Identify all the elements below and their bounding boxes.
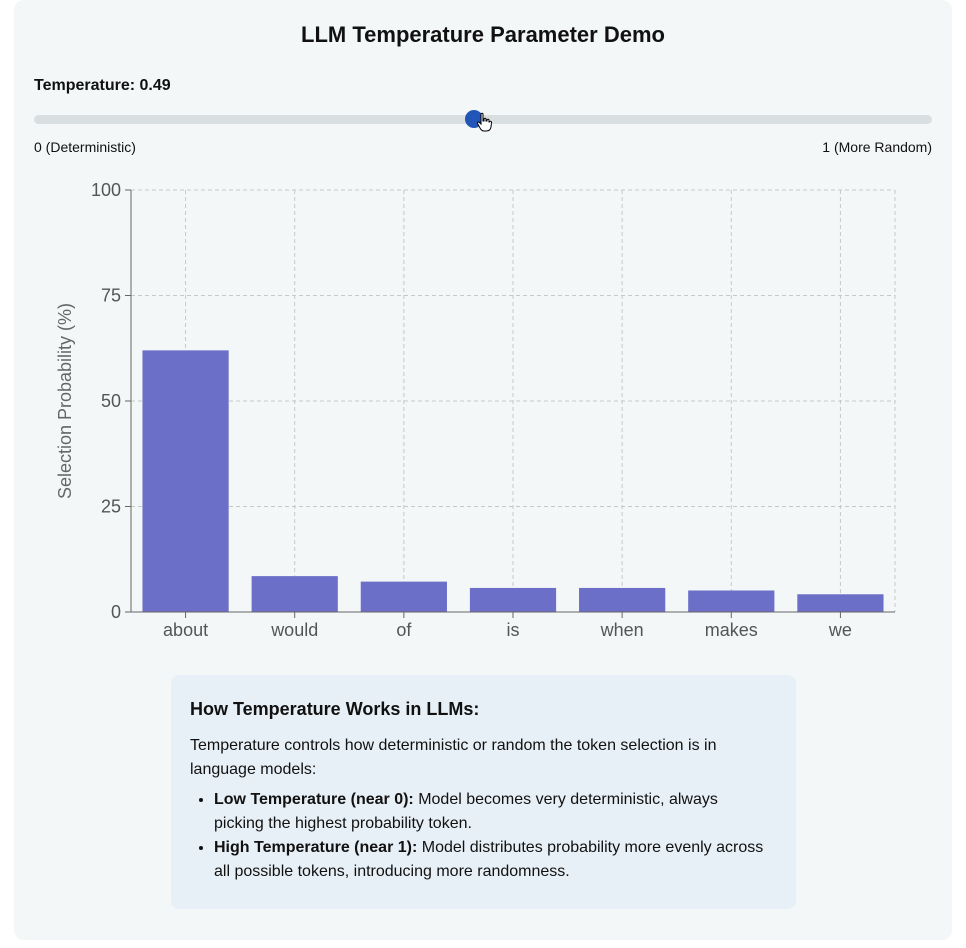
- bar: [688, 590, 775, 612]
- x-tick-label: we: [828, 620, 852, 640]
- slider-min-label: 0 (Deterministic): [34, 139, 136, 155]
- y-tick-label: 0: [111, 602, 121, 622]
- temperature-label: Temperature: 0.49: [34, 77, 171, 94]
- bar: [251, 576, 338, 612]
- y-tick-label: 50: [101, 391, 121, 411]
- slider-max-label: 1 (More Random): [822, 139, 932, 155]
- list-item-text: Model becomes very deterministic, always…: [214, 791, 718, 832]
- x-tick-label: about: [163, 620, 208, 640]
- x-tick-label: makes: [705, 620, 758, 640]
- x-tick-label: of: [396, 620, 412, 640]
- info-title: How Temperature Works in LLMs:: [190, 699, 480, 719]
- list-item-text: Model distributes probability more evenl…: [214, 839, 764, 880]
- y-tick-label: 75: [101, 286, 121, 306]
- x-tick-label: would: [270, 620, 318, 640]
- list-item: Low Temperature (near 0): Model becomes …: [214, 788, 772, 836]
- info-list: Low Temperature (near 0): Model becomes …: [190, 788, 772, 884]
- list-item-label: High Temperature (near 1):: [214, 839, 418, 856]
- probability-bar-chart: 0 25 50 75 100 about would of is when makes we Selec…: [55, 180, 896, 640]
- bar: [469, 587, 557, 612]
- temperature-slider-track[interactable]: [34, 115, 932, 124]
- list-item-label: Low Temperature (near 0):: [214, 791, 414, 808]
- page-title: LLM Temperature Parameter Demo: [301, 22, 665, 47]
- y-tick-label: 100: [91, 180, 121, 200]
- bar: [797, 594, 884, 612]
- bar: [579, 587, 666, 612]
- y-tick-label: 25: [101, 497, 121, 517]
- info-intro: Temperature controls how deterministic o…: [190, 737, 717, 778]
- x-tick-label: when: [600, 620, 644, 640]
- x-tick-label: is: [507, 620, 520, 640]
- y-axis-label: Selection Probability (%): [55, 303, 75, 499]
- bar: [360, 581, 447, 612]
- info-panel: How Temperature Works in LLMs: Temperatu…: [171, 675, 796, 909]
- list-item: High Temperature (near 1): Model distrib…: [214, 836, 772, 884]
- temperature-slider-thumb[interactable]: [465, 110, 484, 128]
- bar: [142, 350, 229, 612]
